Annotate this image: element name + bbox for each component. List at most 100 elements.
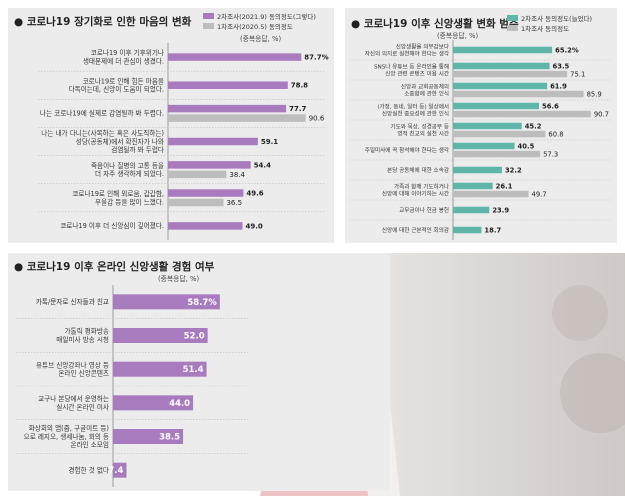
bar-second-survey [453,166,502,174]
value-label: 85.9 [587,90,602,98]
bar-second-survey [453,182,493,190]
value-label: 59.1 [261,138,278,146]
bar-second-survey [113,462,127,478]
value-label: 63.5 [553,62,570,70]
value-label: 32.2 [505,166,522,174]
bar-first-survey [453,150,541,158]
bar-first-survey [453,110,591,118]
value-label: 61.9 [550,82,567,90]
category-label: 생태문제에 더 관심이 생겼다. [83,57,164,66]
bar-second-survey [113,328,208,343]
category-label: 경험한 것 없다 [68,465,109,474]
bar-first-survey [168,170,227,179]
value-label: 52.0 [184,332,205,342]
category-label: 온라인 소모임 [71,440,110,449]
chart2-title: ● 코로나19 이후 신앙생활 변화 범주 [351,18,519,30]
value-label: 38.4 [229,171,245,179]
value-label: 38.5 [159,433,180,443]
category-label: 교무금이나 헌금 봉헌 [399,206,449,214]
value-label: 40.5 [518,142,535,150]
category-label: 영적 친교의 실천 시간 [397,130,449,138]
category-label: 신앙에 대해 이야기하는 시간 [382,190,449,198]
bar-second-survey [168,53,302,61]
bar-first-survey [453,70,568,78]
bar-first-survey [453,190,529,198]
category-label: 가톨릭 평화방송 [64,327,109,336]
category-label: 소중함에 관한 인식 [404,90,449,98]
value-label: 7.4 [108,466,123,476]
legend-label-2nd: 2차조사 동의정도(늘었다) [521,15,593,23]
bar-second-survey [113,294,220,310]
bar-second-survey [453,142,515,150]
bar-first-survey [168,114,306,122]
chart3-title: ● 코로나19 이후 온라인 신앙생활 경험 여부 [14,261,215,273]
category-label: 주일미사에 꼭 참석해야 한다는 생각 [365,146,449,154]
bar-second-survey [113,429,184,444]
bar-second-survey [168,189,244,197]
bar-second-survey [453,82,548,90]
category-label: 나는 내가 다니는(사목하는 혹은 사도직하는) [41,128,164,137]
category-label: 신앙에 대한 근본적인 회의감 [382,226,449,234]
category-label: 가족과 함께 기도하거나 [394,182,449,190]
value-label: 49.6 [246,190,263,198]
value-label: 54.4 [254,161,271,169]
value-label: 90.7 [594,110,609,118]
bar-second-survey [168,104,287,113]
chart2-subtitle: (중복응답, %) [437,32,479,40]
category-label: 검염될까 봐 두렵다 [111,145,164,154]
bar-first-survey [168,198,224,207]
category-label: 코로나19로 인해 힘든 마음을 [83,76,164,85]
legend-label-2nd: 2차조사(2021.9) 동의정도(그렇다) [217,13,316,21]
faith-life-change-panel: ● 코로나19 이후 신앙생활 변화 범주 (중복응답, %) 2차조사 동의정… [345,8,617,243]
category-label: 신앙생활을 의무감보다 [396,42,449,50]
category-label: 으로 레지오, 생세나눔, 회의 등 [24,432,109,441]
value-label: 75.1 [570,70,585,78]
value-label: 49.0 [245,222,262,230]
bar-second-survey [453,102,540,110]
category-label: 기도와 묵상, 성경공부 등 [390,122,449,130]
bar-second-survey [113,361,207,377]
chart1-subtitle: (중복응답, %) [240,35,282,43]
legend-label-1st: 1차조사(2020.5) 동의정도 [217,23,293,31]
value-label: 56.6 [542,102,559,110]
mind-change-panel: ● 코로나19 장기화로 인한 마음의 변화 (중복응답, %) 2차조사(20… [8,8,334,243]
bar-first-survey [453,130,546,138]
value-label: 23.9 [492,206,509,214]
category-label: (가정, 동네, 일터 등) 일상에서 [377,102,449,110]
category-label: 본당 공동체에 대한 소속감 [387,166,449,174]
category-label: 성당(공동체)에서 확진자가 나와 [76,137,164,146]
legend-swatch-2nd [203,13,214,19]
bar-second-survey [168,161,251,169]
category-label: 코로나19로 인해 외로움, 갑갑함, [72,189,164,198]
bar-second-survey [453,206,490,214]
value-label: 87.7% [304,54,328,62]
category-label: 신앙실천 중요성에 관한 인식 [382,110,449,118]
category-label: 신앙과 교회공동체의 [401,82,449,90]
value-label: 65.2% [555,46,579,54]
bar-second-survey [168,137,258,146]
value-label: 60.8 [548,130,563,138]
category-label: 유튜브 신앙강좌나 영상 등 [36,360,109,369]
bar-first-survey [453,90,584,98]
category-label: 나는 코로나19에 실제로 감염될까 봐 두렵다. [40,109,164,118]
category-label: 온라인 신앙콘텐츠 [58,369,109,378]
legend-swatch-1st [203,23,214,29]
value-label: 36.5 [226,199,242,207]
category-label: 매일미사 방송 시청 [56,335,109,344]
bar-second-survey [453,62,550,70]
category-label: 화상회의 앱(줌, 구글미트 등) [29,423,109,432]
value-label: 77.7 [289,105,306,113]
chart3-subtitle: (중복응답, %) [158,275,200,283]
chart1-legend: 2차조사(2021.9) 동의정도(그렇다) 1차조사(2020.5) 동의정도 [203,11,316,31]
legend-swatch-1st [507,25,518,31]
category-label: 자신의 의지로 실천해야 한다는 생각 [365,50,449,58]
category-label: 우울감 등을 많이 느꼈다. [95,197,164,206]
legend-swatch-2nd [507,15,518,21]
chart1-title: ● 코로나19 장기화로 인한 마음의 변화 [14,16,192,28]
category-label: 죽음이나 질병의 고통 등을 [91,161,164,170]
category-label: 코로나19 이후 더 신앙심이 깊어졌다. [60,221,164,230]
value-label: 58.7% [187,298,217,308]
category-label: 카톡/문자로 신자들과 친교 [36,297,109,306]
